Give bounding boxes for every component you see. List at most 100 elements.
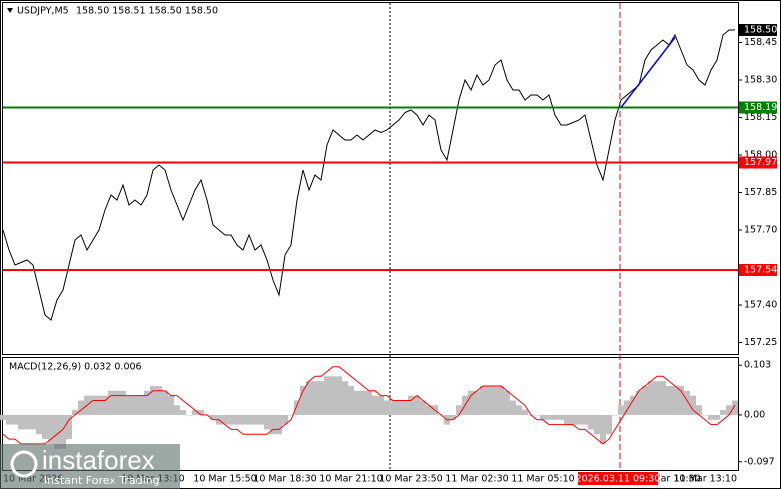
macd-bar [378, 395, 384, 415]
macd-bar [516, 405, 522, 415]
macd-bar [288, 414, 294, 416]
price-panel [2, 2, 739, 355]
macd-bar [678, 385, 684, 415]
macd-bar [336, 376, 342, 415]
macd-bar [726, 405, 732, 415]
macd-bar [30, 414, 36, 430]
macd-bar [642, 385, 648, 415]
macd-bar [456, 405, 462, 415]
macd-bar [720, 410, 726, 415]
macd-bar [582, 414, 588, 425]
macd-bar [396, 400, 402, 415]
y-tick-label: -0.097 [744, 456, 775, 467]
level-label-box [739, 264, 777, 276]
y-tick-label: 157.85 [744, 187, 777, 198]
macd-bar [708, 414, 714, 420]
macd-bar [318, 381, 324, 415]
macd-bar [90, 395, 96, 415]
watermark-brand: instaforex [42, 445, 155, 475]
level-label-box [739, 156, 777, 169]
macd-bar [186, 414, 192, 416]
macd-bar [474, 390, 480, 415]
macd-bar [480, 385, 486, 415]
macd-bar [426, 405, 432, 415]
symbol-menu-icon[interactable] [7, 8, 13, 13]
macd-bar [612, 414, 618, 416]
plot-layer: 158.45 158.30 158.15 158.00 157.85 157.70 157.… [0, 24, 777, 485]
macd-bar [258, 414, 264, 425]
macd-bar [570, 414, 576, 425]
y-tick-label: 157.70 [744, 225, 777, 236]
macd-bar [120, 390, 126, 415]
macd-bar [420, 400, 426, 415]
macd-bar [654, 381, 660, 415]
macd-bar [60, 414, 66, 449]
macd-bar [48, 414, 54, 444]
macd-bar [180, 410, 186, 415]
macd-bar [384, 400, 390, 415]
y-tick-label: 158.15 [744, 112, 777, 123]
macd-bar [684, 390, 690, 415]
last-price-label: 158.50 [744, 25, 777, 36]
level-label: 157.54 [744, 265, 777, 276]
macd-bar [324, 376, 330, 415]
macd-bar [348, 385, 354, 415]
macd-bar [24, 414, 30, 430]
macd-bar [330, 376, 336, 415]
macd-bar [264, 414, 270, 430]
y-tick-label: 0.103 [744, 360, 771, 371]
macd-bar [504, 390, 510, 415]
macd-bar [108, 390, 114, 415]
macd-bar [138, 395, 144, 415]
macd-bar [42, 414, 48, 440]
y-tick-label: 158.45 [744, 37, 777, 48]
macd-bar [222, 414, 228, 425]
macd-bar [0, 414, 6, 420]
x-tick-label: 10 Mar 23:50 [379, 474, 442, 485]
macd-bar [228, 414, 234, 425]
macd-bar [282, 414, 288, 425]
chart-subtitle: 158.50 158.51 158.50 158.50 [76, 6, 218, 17]
signal-line [2, 366, 736, 445]
macd-bar [54, 414, 60, 449]
macd-bar [696, 405, 702, 415]
macd-bar [636, 390, 642, 415]
macd-bar [546, 414, 552, 420]
y-tick-label: 157.40 [744, 300, 777, 311]
macd-bar [576, 414, 582, 425]
macd-bar [534, 414, 540, 416]
y-tick-label: 0.00 [744, 409, 765, 420]
macd-bar [6, 414, 12, 425]
macd-bar [246, 414, 252, 425]
macd-bar [306, 381, 312, 415]
macd-bar [732, 400, 738, 415]
macd-bar [102, 395, 108, 415]
macd-bar [294, 400, 300, 415]
macd-bar [270, 414, 276, 435]
macd-title: MACD(12,26,9) 0.032 0.006 [9, 362, 142, 373]
macd-bar [486, 385, 492, 415]
macd-bar [414, 395, 420, 415]
macd-bar [150, 385, 156, 415]
macd-bar [168, 395, 174, 415]
macd-bar [252, 414, 258, 425]
y-tick-label: 157.25 [744, 337, 777, 348]
x-tick-label: 11 Mar 05:10 [511, 474, 574, 485]
chart-title: USDJPY,M5 [17, 6, 69, 17]
macd-bar [192, 410, 198, 415]
macd-bar [96, 395, 102, 415]
macd-bar [540, 414, 546, 420]
macd-bar [402, 400, 408, 415]
macd-bar [390, 400, 396, 415]
x-tick-label: 10 Mar 21:10 [319, 474, 382, 485]
macd-bar [594, 414, 600, 435]
watermark-logo [10, 450, 38, 478]
last-price-box [739, 24, 777, 36]
macd-bar [144, 390, 150, 415]
macd-bar [624, 400, 630, 415]
macd-bar [66, 414, 72, 440]
macd-bar [126, 395, 132, 415]
macd-bar [300, 385, 306, 415]
macd-bar [312, 381, 318, 415]
